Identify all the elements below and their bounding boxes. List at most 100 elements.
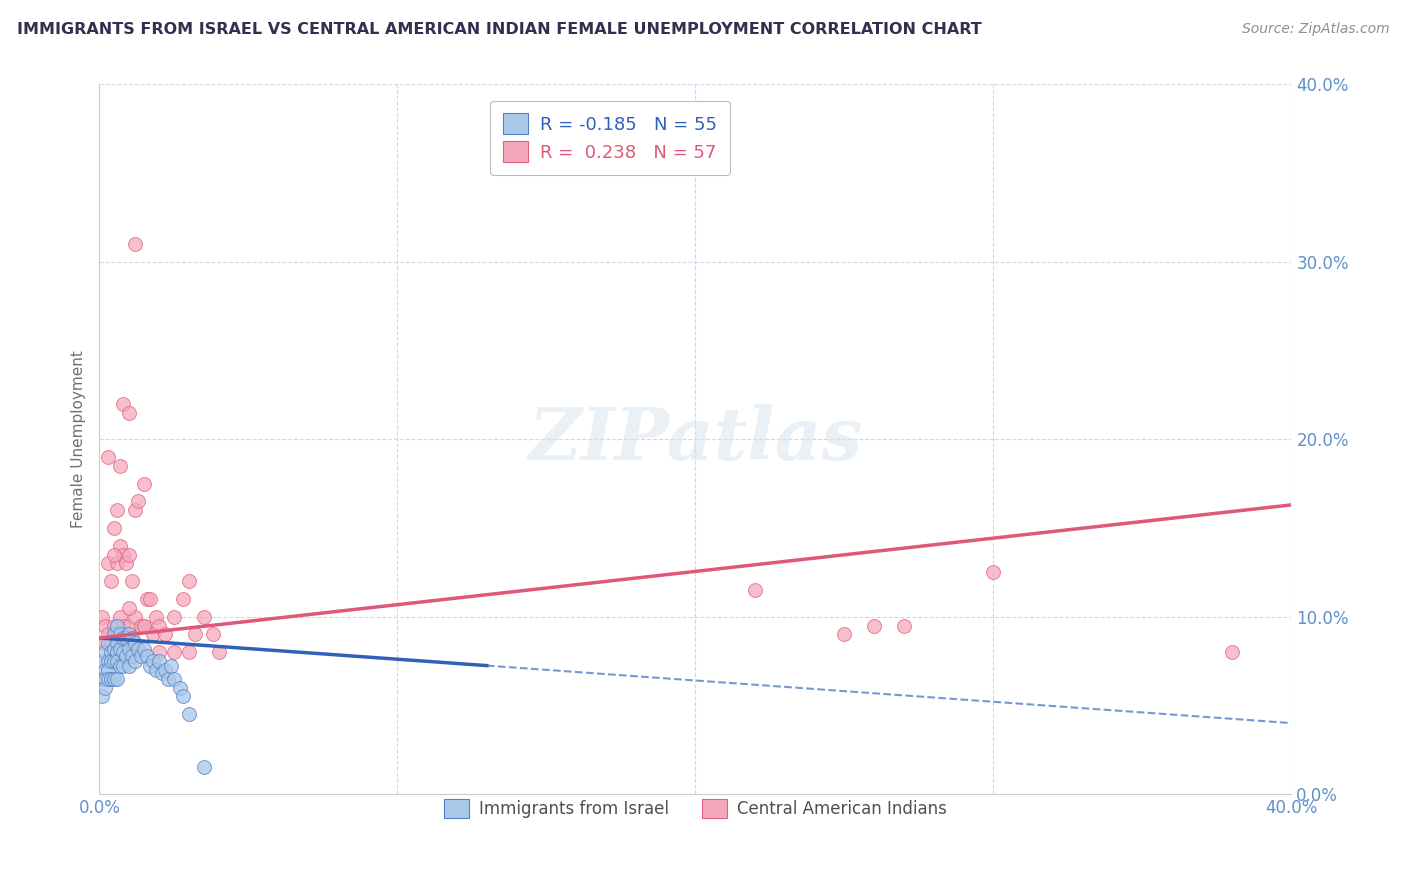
Point bbox=[169, 681, 191, 695]
Point bbox=[163, 645, 186, 659]
Point bbox=[127, 641, 149, 656]
Point bbox=[124, 636, 146, 650]
Legend: Immigrants from Israel, Central American Indians: Immigrants from Israel, Central American… bbox=[437, 792, 953, 825]
Point bbox=[118, 659, 141, 673]
Point bbox=[110, 627, 132, 641]
Point bbox=[177, 645, 200, 659]
Point bbox=[103, 672, 125, 686]
Point bbox=[193, 760, 215, 774]
Point bbox=[94, 618, 117, 632]
Point bbox=[139, 659, 162, 673]
Point bbox=[100, 645, 122, 659]
Point bbox=[124, 609, 146, 624]
Point bbox=[105, 654, 128, 668]
Point bbox=[112, 631, 135, 645]
Y-axis label: Female Unemployment: Female Unemployment bbox=[72, 351, 86, 528]
Point bbox=[105, 618, 128, 632]
Point bbox=[201, 627, 224, 641]
Point bbox=[112, 548, 135, 562]
Point bbox=[744, 582, 766, 597]
Point bbox=[103, 548, 125, 562]
Point bbox=[97, 627, 120, 641]
Point bbox=[97, 663, 120, 677]
Point bbox=[121, 648, 143, 663]
Point bbox=[142, 627, 165, 641]
Point bbox=[136, 648, 159, 663]
Point bbox=[148, 618, 170, 632]
Point bbox=[160, 659, 183, 673]
Point bbox=[103, 627, 125, 641]
Point bbox=[1220, 645, 1243, 659]
Point bbox=[115, 648, 138, 663]
Point bbox=[124, 237, 146, 252]
Point bbox=[134, 618, 156, 632]
Point bbox=[112, 618, 135, 632]
Point bbox=[91, 672, 114, 686]
Point bbox=[150, 666, 173, 681]
Point bbox=[148, 645, 170, 659]
Point bbox=[834, 627, 856, 641]
Point bbox=[112, 645, 135, 659]
Point bbox=[112, 659, 135, 673]
Point bbox=[163, 609, 186, 624]
Point bbox=[97, 450, 120, 464]
Point bbox=[145, 663, 167, 677]
Point bbox=[156, 672, 179, 686]
Point bbox=[105, 503, 128, 517]
Point bbox=[97, 654, 120, 668]
Point bbox=[105, 557, 128, 571]
Point bbox=[105, 645, 128, 659]
Point bbox=[134, 476, 156, 491]
Point bbox=[100, 574, 122, 589]
Point bbox=[105, 672, 128, 686]
Point bbox=[118, 406, 141, 420]
Point bbox=[177, 574, 200, 589]
Point bbox=[103, 618, 125, 632]
Point bbox=[105, 636, 128, 650]
Point bbox=[103, 521, 125, 535]
Point bbox=[100, 672, 122, 686]
Point bbox=[91, 609, 114, 624]
Point bbox=[118, 641, 141, 656]
Point bbox=[100, 636, 122, 650]
Point bbox=[184, 627, 207, 641]
Point bbox=[121, 631, 143, 645]
Point bbox=[115, 627, 138, 641]
Point bbox=[193, 609, 215, 624]
Point bbox=[136, 591, 159, 606]
Point bbox=[97, 636, 120, 650]
Point bbox=[97, 672, 120, 686]
Point bbox=[94, 663, 117, 677]
Text: IMMIGRANTS FROM ISRAEL VS CENTRAL AMERICAN INDIAN FEMALE UNEMPLOYMENT CORRELATIO: IMMIGRANTS FROM ISRAEL VS CENTRAL AMERIC… bbox=[17, 22, 981, 37]
Point bbox=[172, 591, 194, 606]
Point bbox=[863, 618, 886, 632]
Point bbox=[177, 707, 200, 722]
Point bbox=[110, 641, 132, 656]
Point bbox=[110, 539, 132, 553]
Point bbox=[153, 663, 176, 677]
Point bbox=[142, 654, 165, 668]
Point bbox=[112, 397, 135, 411]
Point bbox=[983, 566, 1005, 580]
Text: Source: ZipAtlas.com: Source: ZipAtlas.com bbox=[1241, 22, 1389, 37]
Point bbox=[103, 641, 125, 656]
Point bbox=[118, 627, 141, 641]
Point bbox=[163, 672, 186, 686]
Point bbox=[118, 600, 141, 615]
Point bbox=[97, 557, 120, 571]
Point bbox=[105, 627, 128, 641]
Point bbox=[115, 557, 138, 571]
Point bbox=[124, 654, 146, 668]
Point bbox=[121, 574, 143, 589]
Point bbox=[129, 618, 152, 632]
Point bbox=[134, 641, 156, 656]
Point bbox=[124, 503, 146, 517]
Point bbox=[100, 654, 122, 668]
Point bbox=[893, 618, 915, 632]
Point bbox=[103, 654, 125, 668]
Point bbox=[148, 654, 170, 668]
Point bbox=[91, 690, 114, 704]
Point bbox=[129, 648, 152, 663]
Point bbox=[208, 645, 231, 659]
Text: ZIPatlas: ZIPatlas bbox=[529, 404, 862, 475]
